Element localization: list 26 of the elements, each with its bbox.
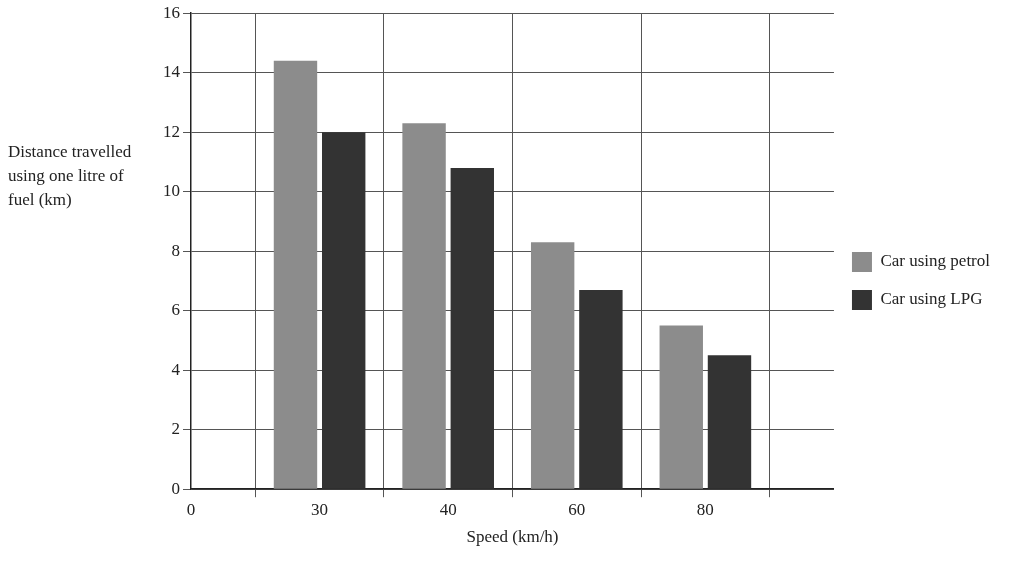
legend-label: Car using petrol: [880, 251, 991, 271]
y-axis-title: Distance travelled using one litre of fuel (km): [8, 141, 133, 211]
x-tick-label: 60: [568, 499, 586, 519]
x-tick-label: 30: [311, 499, 329, 519]
y-tick-label: 10: [163, 181, 180, 201]
bar: [273, 60, 318, 489]
y-tick-label: 2: [171, 419, 180, 439]
y-tick-label: 16: [163, 2, 180, 22]
x-tick-label: 40: [439, 499, 457, 519]
bar: [707, 355, 752, 489]
legend-label: Car using LPG: [880, 289, 983, 309]
bar: [530, 242, 575, 489]
y-tick-label: 8: [171, 240, 180, 260]
bar: [659, 325, 703, 489]
y-tick-label: 0: [171, 478, 180, 498]
y-tick-label: 4: [171, 359, 181, 379]
bar: [322, 132, 366, 489]
y-tick-label: 6: [171, 300, 180, 320]
y-tick-label: 14: [163, 62, 181, 82]
y-tick-label: 12: [163, 121, 180, 141]
x-axis-title: Speed (km/h): [466, 527, 559, 547]
bar: [402, 123, 446, 489]
bar: [579, 289, 623, 489]
bar: [450, 167, 494, 489]
x-tick-label: 80: [696, 499, 714, 519]
x-tick-label: 0: [186, 499, 196, 519]
